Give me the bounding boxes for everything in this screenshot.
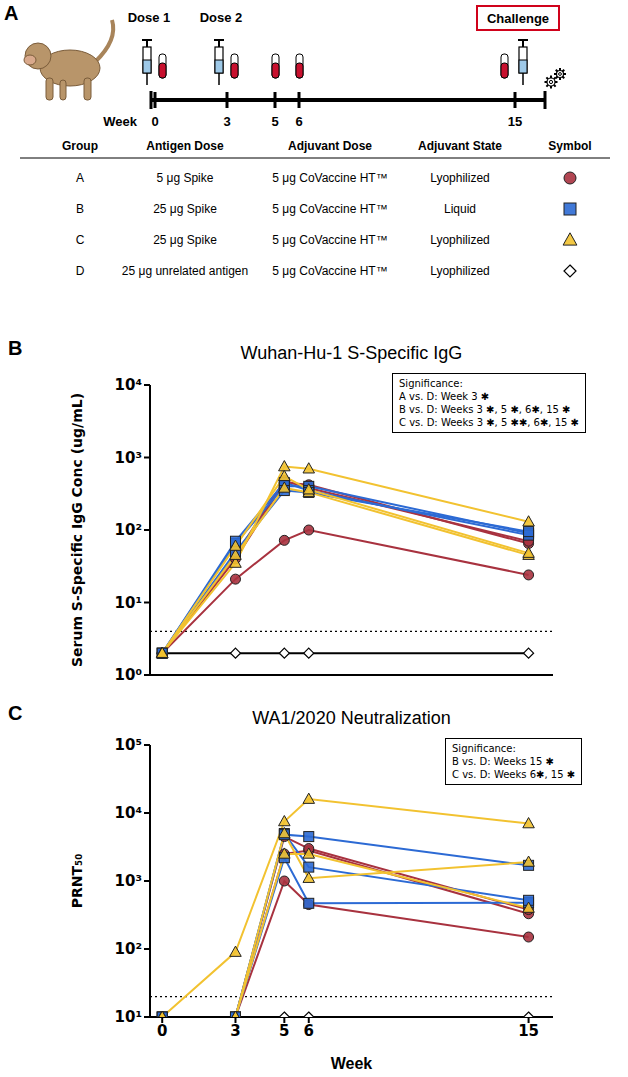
svg-text:0: 0 xyxy=(151,114,158,129)
svg-text:Week: Week xyxy=(331,1055,373,1072)
svg-text:10²: 10² xyxy=(115,521,142,539)
svg-text:25 μg unrelated antigen: 25 μg unrelated antigen xyxy=(122,264,248,278)
svg-text:Lyophilized: Lyophilized xyxy=(430,264,490,278)
html-text:Significance:: Significance: xyxy=(399,378,463,389)
svg-text:C: C xyxy=(76,233,85,247)
svg-text:Dose 1: Dose 1 xyxy=(128,10,171,25)
html-text:A: A xyxy=(4,2,19,24)
html-text:C: C xyxy=(8,702,23,724)
html-text:B vs. D: Weeks 15 ✱: B vs. D: Weeks 15 ✱ xyxy=(452,756,554,767)
svg-text:Group: Group xyxy=(62,139,98,153)
svg-text:5 μg CoVaccine HT™: 5 μg CoVaccine HT™ xyxy=(272,202,387,216)
svg-text:15: 15 xyxy=(508,114,522,129)
svg-text:10⁴: 10⁴ xyxy=(115,376,142,394)
svg-text:Lyophilized: Lyophilized xyxy=(430,171,490,185)
html-text:Significance:: Significance: xyxy=(452,743,516,754)
svg-text:Lyophilized: Lyophilized xyxy=(430,233,490,247)
html-text:Wuhan-Hu-1 S-Specific IgG: Wuhan-Hu-1 S-Specific IgG xyxy=(240,343,463,363)
html-text:WA1/2020 Neutralization: WA1/2020 Neutralization xyxy=(252,708,451,728)
html-text:A vs. D: Week 3 ✱: A vs. D: Week 3 ✱ xyxy=(399,391,490,402)
svg-text:Antigen Dose: Antigen Dose xyxy=(146,139,224,153)
svg-text:10³: 10³ xyxy=(115,449,142,467)
svg-text:10¹: 10¹ xyxy=(115,594,142,612)
svg-text:Week: Week xyxy=(103,114,137,129)
svg-text:Dose 2: Dose 2 xyxy=(200,10,243,25)
svg-text:A: A xyxy=(76,171,84,185)
svg-text:25 μg Spike: 25 μg Spike xyxy=(153,233,217,247)
html-text:B vs. D: Weeks 3 ✱, 5 ✱, 6✱, 1: B vs. D: Weeks 3 ✱, 5 ✱, 6✱, 15 ✱ xyxy=(399,404,571,415)
svg-text:10⁵: 10⁵ xyxy=(115,736,142,754)
svg-text:B: B xyxy=(76,202,84,216)
svg-text:5 μg CoVaccine HT™: 5 μg CoVaccine HT™ xyxy=(272,171,387,185)
svg-text:25 μg Spike: 25 μg Spike xyxy=(153,202,217,216)
svg-text:5: 5 xyxy=(271,114,278,129)
svg-text:Liquid: Liquid xyxy=(444,202,476,216)
svg-text:0: 0 xyxy=(157,1022,167,1040)
svg-text:D: D xyxy=(76,264,85,278)
svg-text:3: 3 xyxy=(223,114,230,129)
html-text:C vs. D: Weeks 3 ✱, 5 ✱✱, 6✱,: C vs. D: Weeks 3 ✱, 5 ✱✱, 6✱, 15 ✱ xyxy=(399,417,579,428)
svg-text:5 μg CoVaccine HT™: 5 μg CoVaccine HT™ xyxy=(272,233,387,247)
svg-text:Adjuvant Dose: Adjuvant Dose xyxy=(288,139,372,153)
svg-text:10⁰: 10⁰ xyxy=(115,666,142,684)
svg-text:6: 6 xyxy=(304,1022,314,1040)
svg-text:6: 6 xyxy=(295,114,302,129)
svg-text:PRNT₅₀: PRNT₅₀ xyxy=(69,854,85,909)
svg-text:Symbol: Symbol xyxy=(548,139,591,153)
svg-text:5: 5 xyxy=(279,1022,289,1040)
svg-text:10⁴: 10⁴ xyxy=(115,804,142,822)
svg-text:10²: 10² xyxy=(115,940,142,958)
svg-text:3: 3 xyxy=(230,1022,240,1040)
html-text:B: B xyxy=(8,337,23,359)
html-text:C vs. D: Weeks 6✱, 15 ✱: C vs. D: Weeks 6✱, 15 ✱ xyxy=(452,769,576,780)
svg-text:15: 15 xyxy=(518,1022,539,1040)
svg-text:10³: 10³ xyxy=(115,872,142,890)
svg-text:Challenge: Challenge xyxy=(487,11,549,26)
svg-text:Adjuvant State: Adjuvant State xyxy=(418,139,502,153)
svg-text:Serum S-Specific IgG Conc (ug/: Serum S-Specific IgG Conc (ug/mL) xyxy=(69,393,85,667)
svg-text:5 μg CoVaccine HT™: 5 μg CoVaccine HT™ xyxy=(272,264,387,278)
svg-text:10¹: 10¹ xyxy=(115,1008,142,1026)
svg-text:5 μg Spike: 5 μg Spike xyxy=(157,171,214,185)
